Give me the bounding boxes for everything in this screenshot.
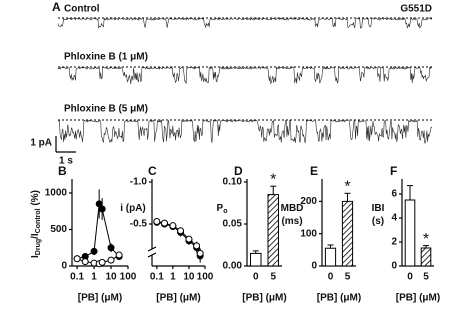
y-tick-label: 0 bbox=[311, 261, 317, 272]
x-tick-label: 5 bbox=[423, 272, 429, 283]
bar bbox=[267, 194, 279, 267]
current-trace bbox=[57, 66, 432, 85]
y-axis-label: i (pA) bbox=[120, 203, 146, 214]
bar bbox=[341, 200, 354, 267]
current-trace bbox=[57, 118, 432, 144]
panel-letter: D bbox=[234, 164, 243, 178]
axis-break bbox=[147, 252, 157, 258]
x-tick-label: 0.1 bbox=[150, 272, 164, 283]
y-axis-label: MBD (ms) bbox=[281, 203, 304, 227]
marker bbox=[177, 227, 185, 235]
significance-star: * bbox=[270, 171, 276, 188]
marker bbox=[196, 249, 204, 257]
axis-break bbox=[147, 246, 157, 252]
panel-letter: F bbox=[390, 164, 397, 178]
bar bbox=[420, 247, 432, 267]
trace-label: Control bbox=[64, 4, 100, 15]
y-axis-label-part: (%) bbox=[30, 190, 41, 208]
x-tick-label: 5 bbox=[270, 272, 276, 283]
current-trace bbox=[57, 17, 433, 29]
y-axis-label-part: (s) bbox=[372, 216, 384, 227]
y-tick-label: 500 bbox=[50, 224, 67, 235]
marker bbox=[90, 247, 98, 255]
y-axis-label-part: o bbox=[223, 208, 227, 215]
y-axis-label-part: P bbox=[217, 203, 224, 214]
y-tick-label: 100 bbox=[300, 228, 317, 239]
significance-star: * bbox=[344, 179, 350, 196]
marker bbox=[98, 205, 106, 213]
y-tick-label: 0.00 bbox=[223, 261, 243, 272]
y-axis-label-part: Control bbox=[35, 208, 42, 233]
x-tick-label: 0 bbox=[328, 272, 334, 283]
y-axis-label: IDrug/IControl (%) bbox=[30, 190, 42, 258]
y-tick-label: 0.05 bbox=[223, 219, 243, 230]
marker bbox=[107, 256, 115, 264]
y-tick-label: 1000 bbox=[45, 188, 68, 199]
scale-label: 1 pA bbox=[30, 138, 52, 149]
x-axis-label: [PB] (μM) bbox=[78, 293, 122, 304]
x-tick-label: 1 bbox=[170, 272, 176, 283]
y-tick-label: 4 bbox=[391, 213, 397, 224]
series-line bbox=[156, 221, 201, 257]
x-tick-label: 10 bbox=[105, 272, 117, 283]
x-tick-label: 5 bbox=[345, 272, 351, 283]
trace-label: Phloxine B (5 μM) bbox=[64, 104, 148, 115]
x-axis-label: [PB] (μM) bbox=[242, 293, 286, 304]
x-tick-label: 100 bbox=[120, 272, 137, 283]
x-tick-label: 0 bbox=[253, 272, 259, 283]
marker bbox=[185, 235, 193, 243]
y-axis-label: Po bbox=[217, 203, 228, 215]
x-axis-label: [PB] (μM) bbox=[396, 293, 440, 304]
y-axis-label-part: MBD bbox=[281, 203, 304, 214]
bar bbox=[250, 252, 262, 267]
axis-break bbox=[148, 249, 156, 255]
y-axis-label-part: Drug bbox=[35, 239, 42, 255]
significance-star: * bbox=[423, 231, 429, 248]
y-tick-label: 200 bbox=[300, 196, 317, 207]
marker bbox=[160, 219, 168, 227]
x-axis-label: [PB] (μM) bbox=[317, 293, 361, 304]
panel-letter: B bbox=[58, 164, 67, 178]
y-tick-label: -0.5 bbox=[130, 219, 148, 230]
x-tick-label: 100 bbox=[197, 272, 214, 283]
y-tick-label: 0 bbox=[61, 261, 67, 272]
panel-letter: A bbox=[52, 0, 61, 14]
marker bbox=[98, 258, 106, 266]
y-axis-label-part: /I bbox=[30, 233, 41, 239]
x-tick-label: 1 bbox=[91, 272, 97, 283]
x-tick-label: 10 bbox=[183, 272, 195, 283]
trace-label: Phloxine B (1 μM) bbox=[64, 52, 148, 63]
y-axis-label-part: i (pA) bbox=[120, 203, 146, 214]
marker bbox=[73, 255, 81, 263]
marker bbox=[193, 242, 201, 250]
marker bbox=[115, 251, 123, 259]
panel-letter: E bbox=[310, 164, 318, 178]
bar bbox=[404, 199, 416, 267]
y-tick-label: 0.10 bbox=[223, 177, 243, 188]
y-axis-label-part: (ms) bbox=[281, 216, 302, 227]
y-tick-label: 0 bbox=[391, 261, 397, 272]
panel-letter: C bbox=[148, 164, 157, 178]
marker bbox=[81, 258, 89, 266]
y-axis-label: IBI (s) bbox=[372, 203, 385, 227]
x-tick-label: 0.1 bbox=[70, 272, 84, 283]
mutant-label: G551D bbox=[400, 4, 432, 15]
bar bbox=[324, 247, 337, 267]
y-axis-label-part: IBI bbox=[372, 203, 385, 214]
marker bbox=[169, 222, 177, 230]
y-tick-label: -1.0 bbox=[130, 177, 148, 188]
x-axis-label: [PB] (μM) bbox=[156, 293, 200, 304]
marker bbox=[107, 244, 115, 252]
y-tick-label: 2 bbox=[391, 237, 397, 248]
y-axis-label-part: I bbox=[30, 255, 41, 258]
x-tick-label: 0 bbox=[407, 272, 413, 283]
marker bbox=[153, 217, 161, 225]
y-tick-label: 6 bbox=[391, 189, 397, 200]
scale-label: 1 s bbox=[59, 156, 73, 167]
